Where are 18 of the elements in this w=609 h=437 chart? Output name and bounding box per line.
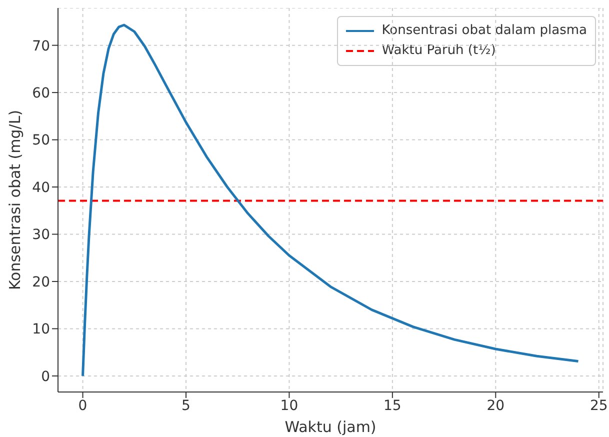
x-tick-label: 5 xyxy=(182,398,190,414)
x-tick-label: 15 xyxy=(384,398,402,414)
y-tick-label: 20 xyxy=(32,274,50,290)
legend-label: Konsentrasi obat dalam plasma xyxy=(382,22,587,40)
y-tick-label: 50 xyxy=(32,132,50,149)
legend-label: Waktu Paruh (t½) xyxy=(382,42,496,60)
y-axis-title: Konsentrasi obat (mg/L) xyxy=(6,110,24,290)
x-tick-label: 20 xyxy=(486,398,505,414)
x-tick-label: 25 xyxy=(590,398,608,414)
y-tick-label: 40 xyxy=(32,180,50,196)
y-tick-label: 60 xyxy=(32,86,50,102)
y-tick-label: 0 xyxy=(41,368,50,385)
x-tick-label: 10 xyxy=(280,398,298,414)
y-tick-label: 10 xyxy=(32,322,50,338)
y-tick-label: 30 xyxy=(32,227,50,244)
y-tick-label: 70 xyxy=(32,38,50,54)
x-tick-label: 0 xyxy=(78,398,88,414)
x-axis-title: Waktu (jam) xyxy=(284,418,376,436)
